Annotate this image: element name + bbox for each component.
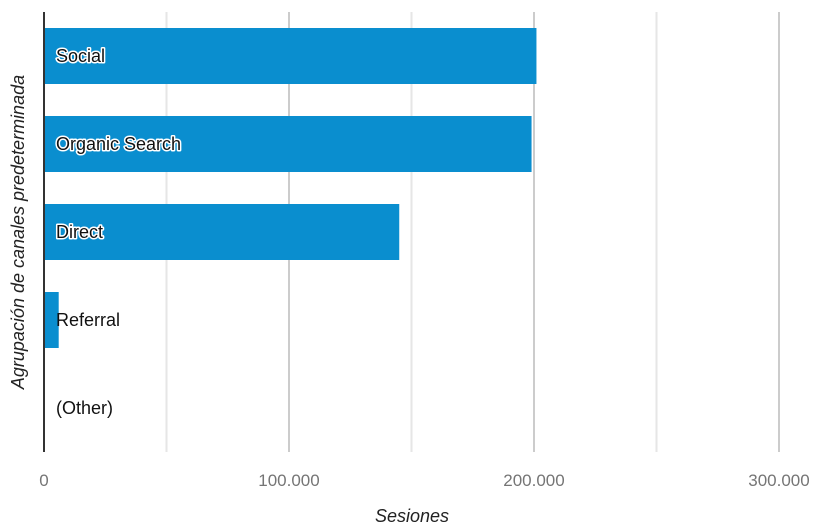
bar-label: Referral	[56, 310, 120, 330]
bar-label: (Other)	[56, 398, 113, 418]
y-axis-title: Agrupación de canales predeterminada	[8, 75, 28, 390]
x-tick-label: 0	[39, 471, 48, 490]
x-tick-labels: 0 100.000 200.000 300.000	[39, 471, 809, 490]
bar[interactable]	[44, 292, 59, 348]
gridlines	[165, 12, 780, 452]
bars	[44, 28, 537, 348]
x-tick-label: 300.000	[748, 471, 809, 490]
bar[interactable]	[44, 116, 532, 172]
bar-label: Organic Search	[56, 134, 181, 154]
bar-label: Social	[56, 46, 105, 66]
x-tick-label: 200.000	[503, 471, 564, 490]
bar[interactable]	[44, 28, 537, 84]
x-axis-title: Sesiones	[375, 506, 449, 526]
bar-labels: Social Organic Search Direct Referral (Other…	[55, 45, 183, 419]
bar-label: Direct	[56, 222, 103, 242]
bar[interactable]	[44, 204, 400, 260]
x-tick-label: 100.000	[258, 471, 319, 490]
